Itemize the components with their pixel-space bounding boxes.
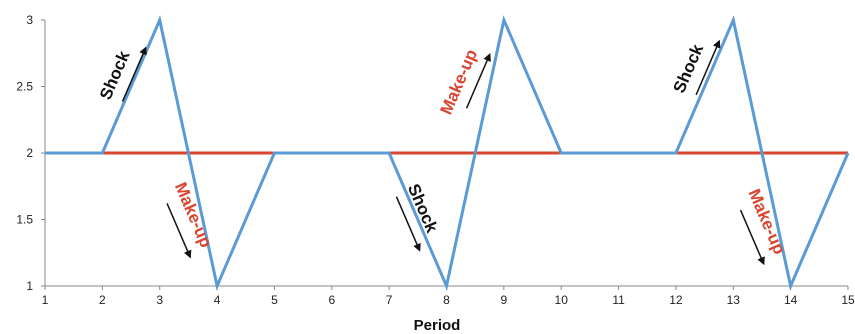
annotation-6: Make-up xyxy=(739,186,789,266)
series-line-output xyxy=(45,15,850,291)
x-tick-label: 15 xyxy=(841,293,855,307)
annotation-5: Shock xyxy=(670,39,721,96)
annotation-arrow xyxy=(121,46,147,102)
x-tick-label: 1 xyxy=(42,293,49,307)
x-tick-label: 7 xyxy=(386,293,393,307)
annotation-arrow xyxy=(395,196,421,252)
y-tick-label: 1.5 xyxy=(16,213,33,227)
annotation-label: Make-up xyxy=(171,180,216,251)
x-tick-label: 14 xyxy=(784,293,798,307)
x-tick-label: 6 xyxy=(328,293,335,307)
annotation-arrow xyxy=(739,209,765,266)
annotation-label: Shock xyxy=(670,41,708,96)
x-axis-label: Period xyxy=(414,317,461,334)
x-tick-label: 10 xyxy=(555,293,569,307)
x-tick-label: 4 xyxy=(214,293,221,307)
y-tick-label: 2 xyxy=(26,146,33,160)
annotation-label: Make-up xyxy=(436,47,481,118)
y-tick-label: 3 xyxy=(26,13,33,27)
x-tick-label: 8 xyxy=(443,293,450,307)
y-tick-label: 1 xyxy=(26,279,33,293)
x-tick-label: 9 xyxy=(501,293,508,307)
annotation-label: Make-up xyxy=(744,186,789,257)
annotation-3: Shock xyxy=(395,181,442,252)
x-tick-label: 13 xyxy=(727,293,741,307)
x-tick-label: 2 xyxy=(99,293,106,307)
annotation-arrow xyxy=(695,39,721,96)
axes: 11.522.531 2 3 4 5 6 7 8 9 10 11 12 13 14 15 xyxy=(16,13,855,307)
x-tick-label: 5 xyxy=(271,293,278,307)
x-tick-label: 11 xyxy=(612,293,625,307)
x-tick-label: 12 xyxy=(669,293,683,307)
x-tick-label: 3 xyxy=(156,293,163,307)
annotation-arrow xyxy=(166,203,192,259)
annotation-2: Make-up xyxy=(166,180,216,259)
annotation-arrow xyxy=(465,53,491,109)
annotation-4: Make-up xyxy=(436,47,491,118)
series-layer xyxy=(45,15,850,291)
y-tick-label: 2.5 xyxy=(16,80,33,94)
